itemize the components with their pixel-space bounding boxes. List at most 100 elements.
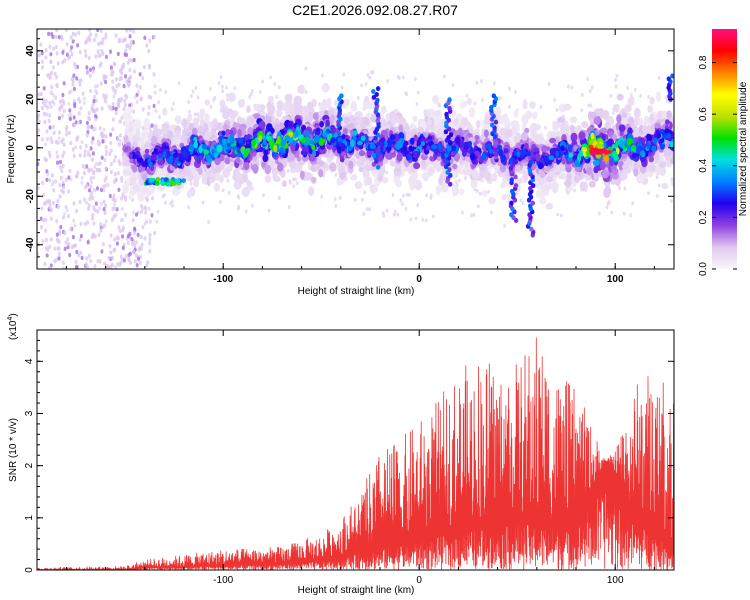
spectrogram-blob xyxy=(563,103,572,111)
noise-blob xyxy=(136,232,140,238)
noise-blob xyxy=(98,53,102,58)
noise-blob xyxy=(87,56,91,61)
spectrogram-blob xyxy=(264,175,272,183)
noise-blob xyxy=(51,34,55,40)
spectrogram-blob xyxy=(633,162,641,169)
noise-blob xyxy=(421,217,425,222)
noise-blob xyxy=(71,39,75,44)
noise-blob xyxy=(85,200,88,205)
noise-blob xyxy=(366,73,370,78)
noise-blob xyxy=(45,253,49,258)
spectrogram-blob xyxy=(539,196,546,205)
noise-blob xyxy=(89,67,92,72)
noise-blob xyxy=(71,234,75,240)
noise-blob xyxy=(465,93,469,98)
spectrogram-blob xyxy=(219,106,227,114)
noise-blob xyxy=(83,101,86,106)
spectrogram-blob xyxy=(622,163,629,170)
noise-blob xyxy=(89,258,93,264)
noise-blob xyxy=(74,174,78,179)
noise-blob xyxy=(50,84,54,90)
spectrogram-blob xyxy=(499,127,507,136)
noise-blob xyxy=(69,89,73,94)
noise-blob xyxy=(655,193,659,198)
spectrogram-blob xyxy=(504,169,510,177)
spectrogram-blob xyxy=(293,97,299,109)
noise-blob xyxy=(647,191,650,196)
spectrogram-blob xyxy=(630,124,637,131)
spectrogram-blob xyxy=(532,111,538,120)
noise-blob xyxy=(40,59,44,64)
noise-blob xyxy=(60,168,64,174)
noise-blob xyxy=(51,180,55,185)
noise-blob xyxy=(86,240,90,245)
noise-blob xyxy=(129,260,133,265)
noise-blob xyxy=(90,157,94,162)
noise-blob xyxy=(145,196,149,201)
noise-blob xyxy=(114,110,118,116)
noise-blob xyxy=(73,123,76,128)
noise-blob xyxy=(109,148,113,153)
noise-blob xyxy=(121,191,125,196)
spectrogram-blob xyxy=(182,119,188,128)
noise-blob xyxy=(69,35,73,40)
noise-blob xyxy=(139,234,143,240)
noise-blob xyxy=(82,96,86,101)
spectrogram-blob xyxy=(501,194,507,201)
spectrogram-blob xyxy=(484,172,492,182)
noise-blob xyxy=(226,178,230,183)
noise-blob xyxy=(269,75,272,80)
noise-blob xyxy=(56,154,60,159)
noise-blob xyxy=(147,206,151,211)
noise-blob xyxy=(79,233,83,239)
noise-blob xyxy=(68,108,72,113)
noise-blob xyxy=(124,48,128,53)
noise-blob xyxy=(90,180,93,185)
noise-blob xyxy=(404,91,407,96)
noise-blob xyxy=(472,212,476,217)
noise-blob xyxy=(50,173,54,178)
spectrogram-blob xyxy=(458,188,465,196)
noise-blob xyxy=(96,142,100,147)
noise-blob xyxy=(53,71,57,77)
noise-blob xyxy=(647,94,650,99)
spectrogram-blob xyxy=(305,171,311,181)
noise-blob xyxy=(61,98,65,103)
noise-blob xyxy=(61,137,65,142)
noise-blob xyxy=(67,189,71,194)
noise-blob xyxy=(85,256,89,261)
noise-blob xyxy=(191,89,195,94)
noise-blob xyxy=(122,83,126,89)
noise-blob xyxy=(40,225,44,230)
spectrogram-blob xyxy=(161,123,167,132)
spectrogram-blob xyxy=(348,160,354,170)
noise-blob xyxy=(360,83,364,88)
noise-blob xyxy=(113,237,117,242)
spectrogram-blob xyxy=(513,110,519,118)
noise-blob xyxy=(368,75,372,80)
noise-blob xyxy=(94,127,97,131)
noise-blob xyxy=(615,73,619,78)
noise-blob xyxy=(201,200,205,205)
spectrogram-blob xyxy=(276,100,283,112)
noise-blob xyxy=(55,75,59,80)
noise-blob xyxy=(98,168,102,173)
noise-blob xyxy=(55,219,59,224)
noise-blob xyxy=(71,147,75,152)
noise-blob xyxy=(87,168,91,173)
noise-blob xyxy=(151,196,154,201)
noise-blob xyxy=(112,248,116,253)
page-title: C2E1.2026.092.08.27.R07 xyxy=(292,2,458,18)
spectrogram-blob xyxy=(313,163,321,171)
noise-blob xyxy=(61,260,65,265)
spectrogram-blob xyxy=(277,162,284,172)
noise-blob xyxy=(93,187,97,193)
noise-blob xyxy=(132,210,136,215)
noise-blob xyxy=(117,187,121,192)
noise-blob xyxy=(62,215,66,220)
noise-blob xyxy=(47,31,51,37)
spectrogram-blob xyxy=(581,121,589,129)
noise-blob xyxy=(96,29,100,33)
noise-blob xyxy=(657,75,661,80)
noise-blob xyxy=(83,197,87,202)
